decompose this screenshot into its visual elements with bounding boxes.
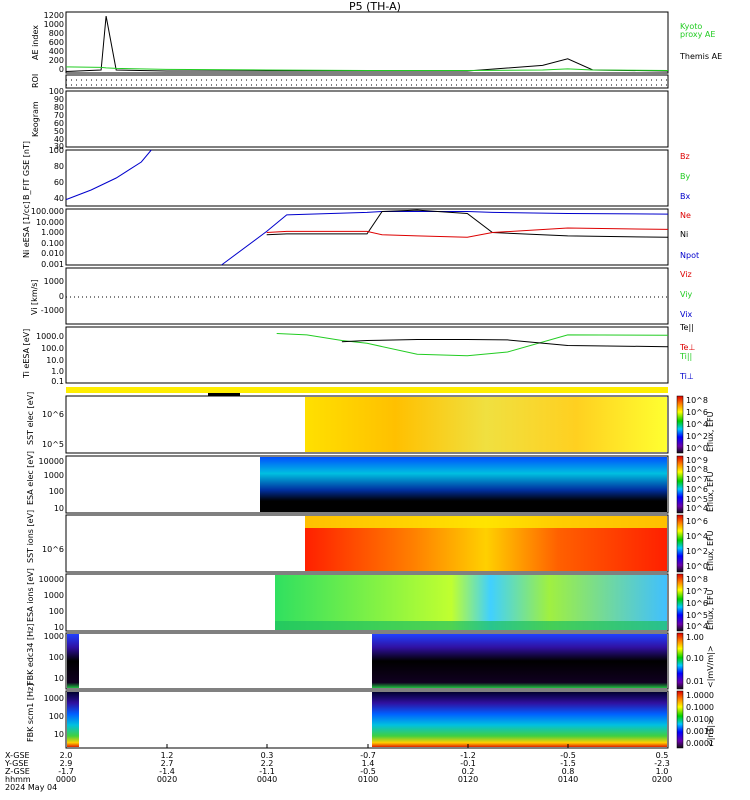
esa-ions-spectrogram — [275, 575, 667, 630]
legend-ne: Ne — [680, 211, 691, 220]
panel-sst-ions — [65, 514, 669, 573]
ylabel-roi: ROI — [31, 73, 40, 88]
colorbar-esa-ions — [676, 573, 684, 632]
series-npot — [221, 211, 669, 266]
series-ni — [266, 209, 669, 238]
panel-frame-density — [65, 208, 669, 266]
legend-proxy-ae: proxy AE — [680, 30, 716, 39]
legend-themis-ae: Themis AE — [680, 52, 723, 61]
legend-vix: Vix — [680, 310, 693, 319]
sst-elec-spectrogram — [305, 397, 667, 452]
legend-ni: Ni — [680, 230, 689, 239]
legend-viz: Viz — [680, 270, 692, 279]
x-axis-ticks — [65, 744, 669, 748]
legend-ti-perp: Ti⊥ — [680, 372, 694, 381]
fbk-scm-spectrogram — [372, 692, 667, 747]
colorbar-sst-ions — [676, 514, 684, 573]
panel-fbk-edc — [65, 632, 669, 690]
fbk-edc-spectrogram — [372, 634, 667, 688]
panel-frame-temperature — [65, 326, 669, 384]
panel-sst-elec — [65, 395, 669, 454]
legend-npot: Npot — [680, 251, 700, 260]
series-kyoto-proxy-ae — [65, 66, 669, 71]
series-ti- — [276, 333, 669, 357]
colorbar-fbk-edc — [676, 632, 684, 690]
legend-bx: Bx — [680, 192, 691, 201]
status-bar — [66, 387, 668, 393]
panel-fbk-scm — [65, 690, 669, 749]
panel-frame-velocity — [65, 267, 669, 325]
panel-esa-ions — [65, 573, 669, 632]
legend-te-par: Te|| — [680, 323, 694, 332]
panel-esa-elec — [65, 455, 669, 514]
esa-elec-spectrogram — [260, 457, 667, 512]
panel-frame-ae — [65, 11, 669, 74]
series-ne — [266, 227, 669, 238]
legend-ti-par: Ti|| — [680, 352, 693, 361]
panel-frame-bfit — [65, 149, 669, 207]
series-te- — [341, 339, 669, 348]
colorbar-fbk-scm — [676, 690, 684, 749]
colorbar-sst-elec — [676, 395, 684, 454]
panel-frame-keogram — [65, 90, 669, 148]
plot-title: P5 (TH-A) — [349, 0, 401, 13]
legend-viy: Viy — [680, 290, 693, 299]
legend-te-perp: Te⊥ — [680, 343, 696, 352]
legend-kyoto: Kyoto — [680, 22, 703, 31]
panel-frame-roi — [65, 74, 669, 89]
series-bx — [65, 149, 152, 201]
colorbar-esa-elec — [676, 455, 684, 514]
legend-bz: Bz — [680, 152, 690, 161]
status-bar-gap — [208, 393, 240, 396]
ylabel-sst-ions: SST ions [eV] — [26, 509, 35, 563]
legend-by: By — [680, 172, 691, 181]
series-themis-ae — [65, 16, 669, 72]
